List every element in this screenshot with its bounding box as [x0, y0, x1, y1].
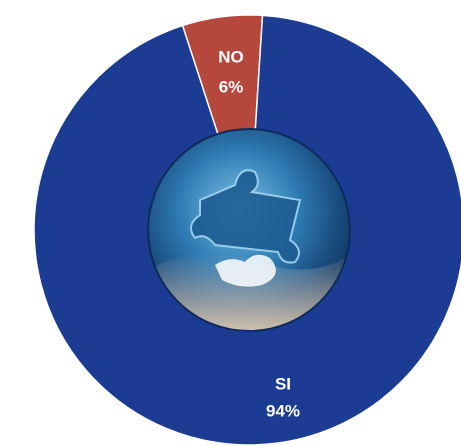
slice-label: NO: [218, 47, 244, 66]
slice-label: SI: [275, 374, 291, 393]
value-label: 94%: [266, 401, 300, 420]
center-image: [148, 129, 350, 331]
hole-edge: [147, 128, 351, 332]
value-label: 6%: [219, 77, 244, 96]
